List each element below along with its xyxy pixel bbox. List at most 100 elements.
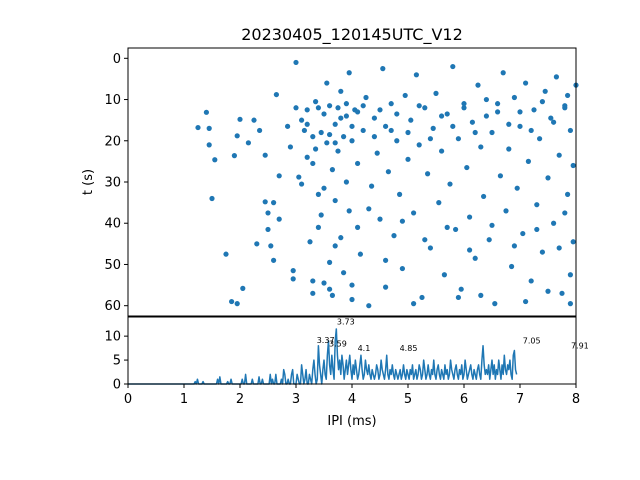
- scatter-point: [262, 152, 268, 158]
- scatter-point: [231, 153, 237, 159]
- scatter-point: [349, 138, 355, 144]
- scatter-point: [276, 216, 282, 222]
- scatter-point: [304, 121, 310, 127]
- scatter-point: [565, 92, 571, 99]
- scatter-point: [548, 115, 554, 121]
- scatter-point: [450, 123, 456, 129]
- scatter-point: [439, 113, 445, 119]
- scatter-point: [517, 123, 523, 129]
- scatter-point: [495, 109, 501, 115]
- scatter-point: [383, 257, 389, 263]
- scatter-point: [430, 125, 436, 131]
- scatter-point: [416, 103, 422, 109]
- scatter-point: [343, 113, 349, 119]
- scatter-point: [534, 202, 540, 208]
- scatter-point: [436, 200, 442, 206]
- scatter-point: [520, 230, 526, 237]
- scatter-point: [245, 140, 251, 146]
- scatter-point: [349, 296, 355, 303]
- scatter-point: [366, 206, 372, 212]
- scatter-point: [346, 70, 352, 76]
- scatter-point: [539, 99, 546, 105]
- scatter-point: [458, 286, 464, 292]
- scatter-point: [478, 144, 484, 150]
- scatter-point: [237, 116, 243, 122]
- scatter-point: [315, 224, 321, 230]
- scatter-point: [335, 148, 341, 154]
- histogram-frame: [127, 316, 577, 385]
- scatter-point: [324, 140, 330, 146]
- scatter-point: [271, 257, 277, 263]
- scatter-point: [455, 136, 461, 142]
- scatter-points: [195, 59, 579, 309]
- scatter-point: [329, 167, 335, 173]
- scatter-point: [469, 119, 475, 125]
- scatter-point: [497, 173, 503, 179]
- scatter-point: [349, 282, 355, 288]
- scatter-point: [318, 129, 324, 136]
- scatter-point: [475, 82, 481, 88]
- x-tick-label: 4: [348, 392, 356, 407]
- scatter-point: [419, 294, 425, 301]
- scatter-point: [363, 94, 369, 101]
- scatter-point: [472, 255, 478, 261]
- scatter-point: [539, 249, 546, 255]
- scatter-point: [338, 235, 344, 241]
- scatter-point: [257, 127, 263, 134]
- scatter-point: [503, 208, 509, 214]
- scatter-point: [492, 301, 498, 307]
- scatter-point: [380, 66, 386, 72]
- chart-title: 20230405_120145UTC_V12: [241, 25, 463, 45]
- scatter-point: [310, 134, 316, 140]
- peak-annotation: 3.73: [337, 318, 355, 327]
- peak-annotation: 7.05: [523, 337, 541, 346]
- histogram-x-ticks: 0 1 2 3 4 5 6 7 8: [124, 384, 580, 407]
- scatter-point: [377, 107, 383, 113]
- scatter-point: [422, 237, 428, 243]
- histogram-x-axis-label: IPI (ms): [327, 414, 376, 429]
- scatter-point: [556, 245, 562, 251]
- scatter-point: [570, 162, 576, 169]
- scatter-point: [209, 195, 215, 202]
- scatter-point: [545, 288, 551, 294]
- scatter-point: [427, 245, 433, 251]
- scatter-point: [461, 101, 467, 107]
- scatter-point: [461, 105, 467, 111]
- scatter-point: [310, 278, 316, 284]
- scatter-point: [290, 276, 296, 282]
- scatter-point: [511, 243, 517, 249]
- scatter-point: [391, 233, 397, 239]
- scatter-point: [285, 123, 291, 129]
- scatter-point: [486, 237, 492, 243]
- scatter-point: [366, 303, 372, 309]
- scatter-point: [338, 115, 344, 121]
- scatter-point: [385, 169, 391, 175]
- scatter-point: [268, 243, 274, 249]
- scatter-point: [371, 134, 377, 140]
- scatter-point: [472, 129, 478, 136]
- scatter-point: [509, 263, 515, 270]
- scatter-point: [525, 158, 532, 164]
- scatter-point: [411, 301, 417, 307]
- scatter-point: [276, 173, 282, 179]
- scatter-point: [262, 199, 268, 205]
- scatter-point: [371, 115, 377, 121]
- scatter-point: [329, 292, 335, 298]
- scatter-point: [528, 278, 534, 284]
- x-tick-label: 3: [292, 392, 300, 407]
- scatter-point: [321, 280, 327, 286]
- scatter-point: [433, 90, 439, 96]
- scatter-point: [399, 218, 405, 224]
- scatter-point: [321, 185, 327, 191]
- x-tick-label: 7: [516, 392, 524, 407]
- scatter-point: [413, 72, 419, 78]
- scatter-point: [556, 152, 562, 158]
- scatter-point: [265, 226, 271, 233]
- scatter-point: [195, 124, 201, 131]
- scatter-point: [369, 183, 375, 189]
- histogram-y-ticks: 0 5 10: [104, 330, 128, 393]
- scatter-point: [377, 216, 383, 222]
- scatter-point: [321, 111, 327, 117]
- scatter-point: [206, 125, 212, 131]
